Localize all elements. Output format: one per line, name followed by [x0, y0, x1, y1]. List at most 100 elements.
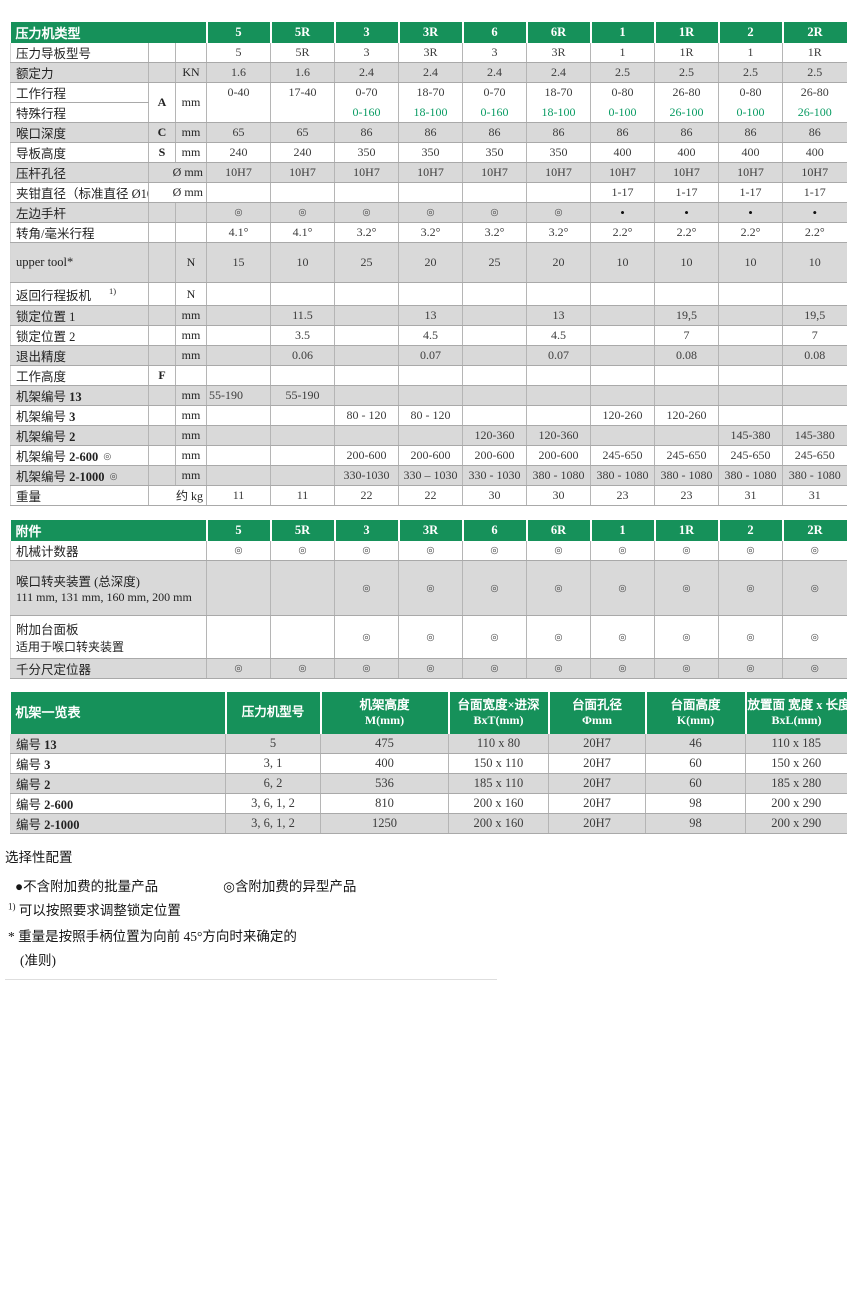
- row-label-text: upper tool*: [16, 255, 74, 269]
- column-header: 2R: [781, 520, 847, 541]
- spec-value: [270, 182, 335, 203]
- section-title: 机架一览表: [10, 692, 226, 734]
- ring-icon: ◎: [590, 615, 655, 659]
- spec-value: 20H7: [548, 793, 646, 814]
- spec-value: [206, 425, 271, 446]
- spec-value: 0-160: [334, 102, 399, 123]
- spec-value: 200 x 290: [745, 793, 847, 814]
- dimension-letter-cell: [148, 465, 176, 486]
- row-label: 机架编号 3: [10, 405, 149, 426]
- spec-value: [270, 365, 335, 386]
- footnote-star: * 重量是按照手柄位置为向前 45°方向时来确定的: [8, 929, 297, 944]
- ring-icon: ◎: [526, 615, 591, 659]
- row-label-text: 工作高度: [16, 370, 67, 384]
- column-header: 3R: [397, 520, 463, 541]
- spec-value: 350: [398, 142, 463, 163]
- spec-value: [206, 615, 271, 659]
- bullet-icon: •: [654, 202, 719, 223]
- spec-value: 380 - 1080: [782, 465, 847, 486]
- row-label-text: 特殊行程: [16, 107, 67, 121]
- row-label-number: 2-1000: [44, 818, 80, 832]
- spec-value: 20H7: [548, 734, 646, 754]
- table-row: 机架编号 2-600 ◎ mm 200-600 200-600 200-600 200-60…: [10, 445, 847, 466]
- spec-value: [270, 445, 335, 466]
- row-label-text: 机械计数器: [16, 545, 79, 559]
- spec-value: 10: [718, 242, 783, 283]
- spec-value: 98: [645, 813, 746, 834]
- header-row: 压力机类型 5 5R 3 3R 6 6R 1 1R 2 2R: [10, 22, 847, 43]
- spec-value: [654, 425, 719, 446]
- spec-value: [206, 560, 271, 616]
- accessories-table: 附件 5 5R 3 3R 6 6R 1 1R 2 2R 机械计数器 ◎ ◎ ◎ ◎ ◎ ◎ ◎ ◎ ◎ ◎ 喉口转夹装置 (…: [9, 520, 847, 679]
- spec-value: 1-17: [654, 182, 719, 203]
- table-row: 压杆孔径 Ø mm 10H7 10H7 10H7 10H7 10H7 10H7 10H7 10H7…: [10, 162, 847, 183]
- spec-value: [398, 365, 463, 386]
- unit-cell: 约 kg: [147, 485, 207, 506]
- row-label-text: 锁定位置 1: [16, 310, 76, 324]
- ring-icon: ◎: [462, 541, 527, 561]
- table-row: 机械计数器 ◎ ◎ ◎ ◎ ◎ ◎ ◎ ◎ ◎ ◎: [9, 541, 847, 561]
- spec-value: 3R: [526, 43, 591, 63]
- row-label: 重量: [10, 485, 149, 506]
- row-label: 编号 2: [10, 773, 226, 794]
- spec-value: 200 x 160: [448, 793, 549, 814]
- row-label: 编号 2-600: [10, 793, 226, 814]
- ring-icon: ◎: [654, 541, 719, 561]
- row-label-text: 导板高度: [16, 147, 67, 161]
- spec-value: 145-380: [718, 425, 783, 446]
- table-row: 锁定位置 2 mm 3.5 4.5 4.5 7 7: [10, 325, 847, 346]
- row-label: 编号 2-1000: [10, 813, 226, 834]
- spec-value: 15: [206, 242, 271, 283]
- spec-value: 200-600: [526, 445, 591, 466]
- spec-value: [462, 365, 527, 386]
- notes-section: 选择性配置 ●不含附加费的批量产品 ◎含附加费的异型产品 1) 可以按照要求调整…: [5, 846, 857, 980]
- spec-value: 3.2°: [398, 222, 463, 243]
- ring-icon: ◎: [782, 541, 847, 561]
- spec-value: 10H7: [718, 162, 783, 183]
- row-label: 额定力: [10, 62, 149, 83]
- table-row: 机架编号 13 mm 55-190 55-190: [10, 385, 847, 406]
- spec-value: 80 - 120: [398, 405, 463, 426]
- spec-value: 0-40: [206, 82, 271, 103]
- spec-value: 2.5: [718, 62, 783, 83]
- table-row: 喉口转夹装置 (总深度) 111 mm, 131 mm, 160 mm, 200 …: [9, 560, 847, 616]
- unit-cell: Ø mm: [147, 162, 207, 183]
- table-row: 机架编号 2 mm 120-360 120-360 145-380 145-380: [10, 425, 847, 446]
- table-row: 夹钳直径（标准直径 Ø10）Ø mm1-171-171-171-17: [10, 182, 847, 203]
- spec-value: 30: [526, 485, 591, 506]
- row-label: 工作行程: [10, 82, 149, 103]
- row-label: 机架编号 13: [10, 385, 149, 406]
- spec-value: 10H7: [270, 162, 335, 183]
- row-label-text: 转角/毫米行程: [16, 227, 95, 241]
- spec-value: [206, 305, 271, 326]
- spec-value: 2.5: [782, 62, 847, 83]
- row-label-text: 喉口转夹装置 (总深度): [16, 575, 140, 589]
- unit-cell: [174, 43, 207, 63]
- ring-icon: ◎: [782, 560, 847, 616]
- spec-value: 1-17: [718, 182, 783, 203]
- spec-value: 0.08: [654, 345, 719, 366]
- spec-value: 120-260: [654, 405, 719, 426]
- spec-value: [270, 560, 335, 616]
- unit-cell: mm: [174, 82, 207, 123]
- spec-value: 245-650: [782, 445, 847, 466]
- spec-value: 22: [334, 485, 399, 506]
- spec-value: [590, 305, 655, 326]
- column-header: 3: [333, 22, 399, 43]
- bullet-icon: •: [590, 202, 655, 223]
- row-label-text: 返回行程扳机: [16, 288, 92, 303]
- column-header: 2: [717, 520, 783, 541]
- column-header-line1: 放置面 宽度 x 长度: [747, 697, 847, 712]
- row-label: 压力导板型号: [10, 43, 149, 63]
- spec-value: 2.4: [462, 62, 527, 83]
- spec-value: 60: [645, 753, 746, 774]
- column-header: 2: [717, 22, 783, 43]
- spec-value: 2.4: [526, 62, 591, 83]
- row-label-number: 13: [69, 390, 82, 404]
- spec-value: 1R: [654, 43, 719, 63]
- ring-icon: ◎: [398, 541, 463, 561]
- spec-value: [718, 405, 783, 426]
- footnote-mark: 1): [109, 286, 117, 297]
- spec-value: 3.2°: [526, 222, 591, 243]
- spec-value: [334, 182, 399, 203]
